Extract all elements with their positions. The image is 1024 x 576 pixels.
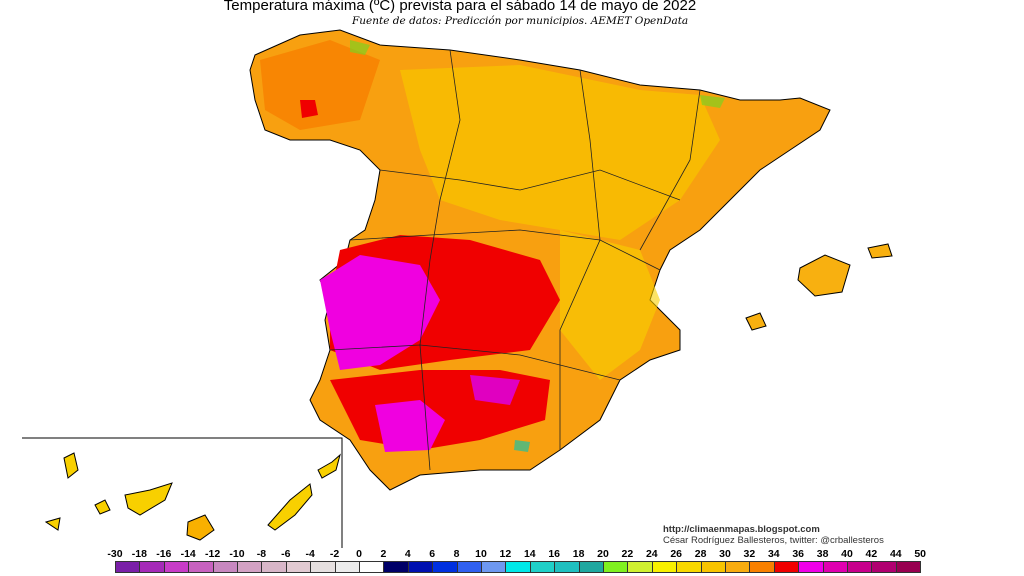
color-legend: -30 -18 -16 -14 -12 -10 -8 -6 -4 -2 0 2 4 6 8 10 12 14 16 1… — [100, 548, 930, 576]
legend-swatch — [676, 561, 702, 573]
legend-label: 36 — [792, 548, 805, 560]
legend-label: 4 — [404, 548, 411, 560]
legend-swatch — [871, 561, 897, 573]
credit-url[interactable]: http://climaenmapas.blogspot.com — [663, 524, 820, 535]
legend-swatch — [529, 561, 556, 573]
legend-swatch — [163, 561, 190, 573]
legend-label: -10 — [229, 548, 245, 560]
legend-label: -14 — [180, 548, 196, 560]
legend-swatch — [895, 561, 922, 573]
legend-label: 30 — [719, 548, 731, 560]
legend-label: 26 — [670, 548, 683, 560]
legend-swatch — [603, 561, 629, 573]
legend-swatch — [432, 561, 458, 573]
legend-label: 18 — [572, 548, 585, 560]
legend-swatch — [407, 561, 434, 573]
legend-label: 0 — [356, 548, 362, 560]
legend-label: 20 — [597, 548, 609, 560]
legend-swatch — [578, 561, 604, 573]
legend-swatch — [383, 561, 409, 573]
legend-swatch — [481, 561, 507, 573]
map-title: Temperatura máxima (ºC) prevista para el… — [223, 0, 697, 14]
legend-swatch — [334, 561, 360, 573]
legend-label: 6 — [429, 548, 436, 560]
legend-label: 32 — [743, 548, 756, 560]
legend-label: 22 — [621, 548, 634, 560]
legend-label: -2 — [329, 548, 340, 560]
legend-swatch — [798, 561, 824, 573]
legend-label: 34 — [767, 548, 780, 560]
legend-label: 28 — [694, 548, 707, 560]
legend-swatch — [310, 561, 336, 573]
legend-swatch — [700, 561, 726, 573]
legend-swatch — [749, 561, 775, 573]
legend-label: 12 — [499, 548, 512, 560]
balearic-islands — [745, 243, 893, 331]
legend-swatch — [212, 561, 238, 573]
legend-label: 10 — [475, 548, 487, 560]
canary-islands-inset — [22, 437, 343, 548]
legend-swatch — [651, 561, 678, 573]
legend-swatch — [505, 561, 531, 573]
legend-swatch — [359, 561, 385, 573]
legend-label: -4 — [305, 548, 315, 560]
legend-label: 40 — [841, 548, 853, 560]
legend-label: 16 — [548, 548, 561, 560]
legend-label: -16 — [156, 548, 172, 560]
legend-swatch — [822, 561, 848, 573]
spain-peninsula — [249, 29, 831, 491]
legend-swatch — [773, 561, 800, 573]
legend-swatch — [115, 561, 141, 573]
legend-label: -18 — [131, 548, 147, 560]
legend-label: 24 — [645, 548, 658, 560]
legend-label: -30 — [107, 548, 123, 560]
legend-swatch — [456, 561, 482, 573]
legend-label: 38 — [816, 548, 829, 560]
credit-author: César Rodríguez Ballesteros, twitter: @c… — [663, 535, 884, 546]
legend-label: -12 — [205, 548, 221, 560]
legend-swatch — [261, 561, 287, 573]
legend-swatch — [725, 561, 751, 573]
legend-label: 50 — [914, 548, 927, 560]
legend-swatch — [188, 561, 214, 573]
legend-label: 42 — [865, 548, 878, 560]
legend-label: 44 — [889, 548, 902, 560]
legend-swatch — [554, 561, 580, 573]
legend-label: 14 — [523, 548, 536, 560]
legend-label: 8 — [453, 548, 460, 560]
legend-label: 2 — [380, 548, 387, 560]
legend-swatch — [237, 561, 263, 573]
legend-swatch — [627, 561, 653, 573]
legend-swatch — [139, 561, 165, 573]
legend-label: -6 — [281, 548, 291, 560]
legend-label: -8 — [256, 548, 267, 560]
map-subtitle: Fuente de datos: Predicción por municipi… — [352, 15, 689, 27]
legend-swatch — [847, 561, 873, 573]
legend-swatch — [285, 561, 312, 573]
